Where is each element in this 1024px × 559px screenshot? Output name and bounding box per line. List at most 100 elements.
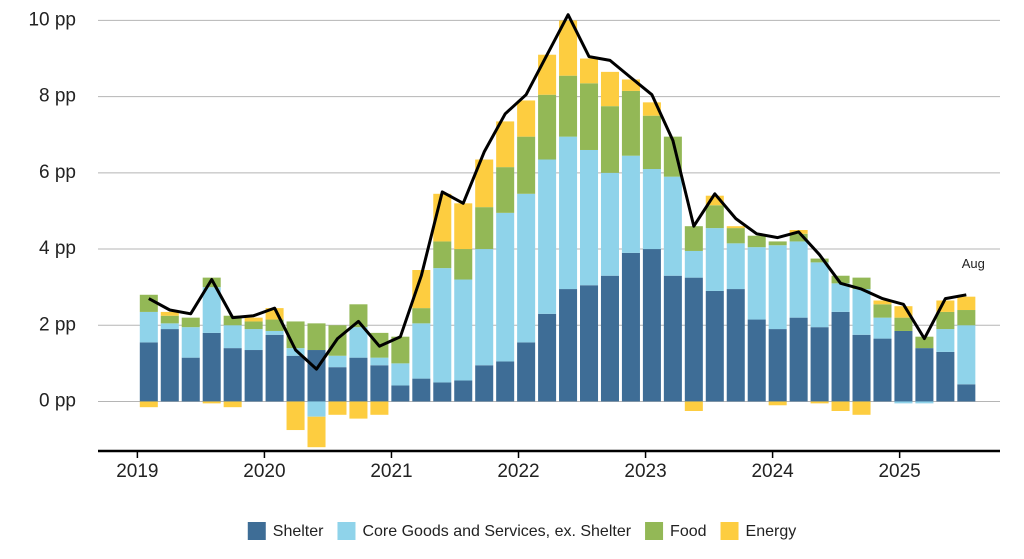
bar-segment [370,401,389,415]
bar-segment [559,20,578,76]
bar-segment [412,378,431,402]
bar-segment [223,401,242,408]
bar-segment [789,233,808,242]
bar-segment [600,172,619,276]
bar-segment [936,329,955,352]
bar-segment [475,365,494,402]
bar-segment [160,311,179,316]
legend-swatch [645,522,664,540]
bar-segment [600,275,619,402]
bar-segment [852,334,871,402]
bar-segment [726,243,745,290]
legend-swatch [337,522,356,540]
bar-segment [307,416,326,448]
bar-segment [349,401,368,419]
y-tick-label: 2 pp [39,314,76,335]
total-line [148,13,967,371]
legend-label: Energy [746,523,797,540]
bar-segment [768,329,787,402]
bar-segment [370,365,389,402]
bar-segment [936,311,955,330]
bar-segment [454,380,473,402]
bar-segment [454,279,473,381]
bar-segment [873,317,892,339]
bar-segment [139,342,158,402]
bar-segment [831,283,850,312]
bar-segment [705,195,724,206]
bar-segment [244,329,263,351]
bar-segment [705,228,724,291]
bar-segment [223,348,242,402]
legend-swatch [720,522,739,540]
bar-segment [181,357,200,402]
bar-segment [454,203,473,250]
y-tick-label: 4 pp [39,238,76,259]
annotation: Aug [962,256,985,271]
bar-segment [475,249,494,366]
x-tick-label: 2022 [497,461,539,482]
bar-segment [517,100,536,137]
bar-segment [684,277,703,402]
bar-segment [244,317,263,322]
bar-segment [684,250,703,278]
bar-segment [831,401,850,411]
bar-segment [433,382,452,402]
bar-segment [642,169,661,250]
bar-segment [894,306,913,318]
bar-segment [496,121,515,168]
bar-segment [726,226,745,229]
bar-segment [915,336,934,349]
bar-segment [433,268,452,383]
bar-segment [747,247,766,320]
bar-segment [370,357,389,366]
bar-segment [915,348,934,402]
y-tick-label: 10 pp [28,9,76,30]
bar-segment [747,319,766,402]
bar-segment [307,323,326,351]
bar-segment [642,249,661,402]
bar-segment [663,136,682,177]
bar-segment [936,300,955,312]
bar-segment [894,317,913,331]
x-tick-label: 2021 [370,461,412,482]
bar-segment [349,327,368,358]
bar-segment [160,329,179,402]
bar-segment [852,289,871,335]
bar-segment [957,325,976,385]
bar-segment [433,241,452,269]
bar-segment [580,285,599,402]
bar-segment [517,193,536,343]
x-tick-label: 2019 [116,461,158,482]
bar-segment [957,384,976,402]
bar-segment [265,319,284,331]
bar-segment [202,332,221,402]
bar-segment [663,275,682,402]
bar-segment [810,401,829,404]
bar-segment [286,355,305,402]
bar-segment [160,315,179,324]
bar-segment [139,311,158,343]
bar-segment [412,270,431,309]
bar-segment [600,71,619,107]
bar-segment [600,106,619,173]
bar-segment [810,327,829,402]
bar-segment [852,277,871,290]
y-tick-label: 6 pp [39,162,76,183]
bar-segment [181,327,200,358]
bar-segment [852,401,871,415]
bar-segment [328,401,347,415]
bar-segment [810,262,829,328]
bar-segment [349,304,368,328]
legend-label: Food [670,523,706,540]
bar-segment [349,357,368,402]
bar-segment [307,401,326,417]
x-tick-label: 2024 [751,461,794,482]
bar-segment [894,330,913,402]
bar-segment [580,58,599,84]
bar-segment [621,155,640,253]
bar-segment [412,308,431,324]
bar-segment [559,289,578,402]
bar-segment [915,401,934,404]
bar-segment [475,159,494,208]
bar-segment [873,338,892,402]
